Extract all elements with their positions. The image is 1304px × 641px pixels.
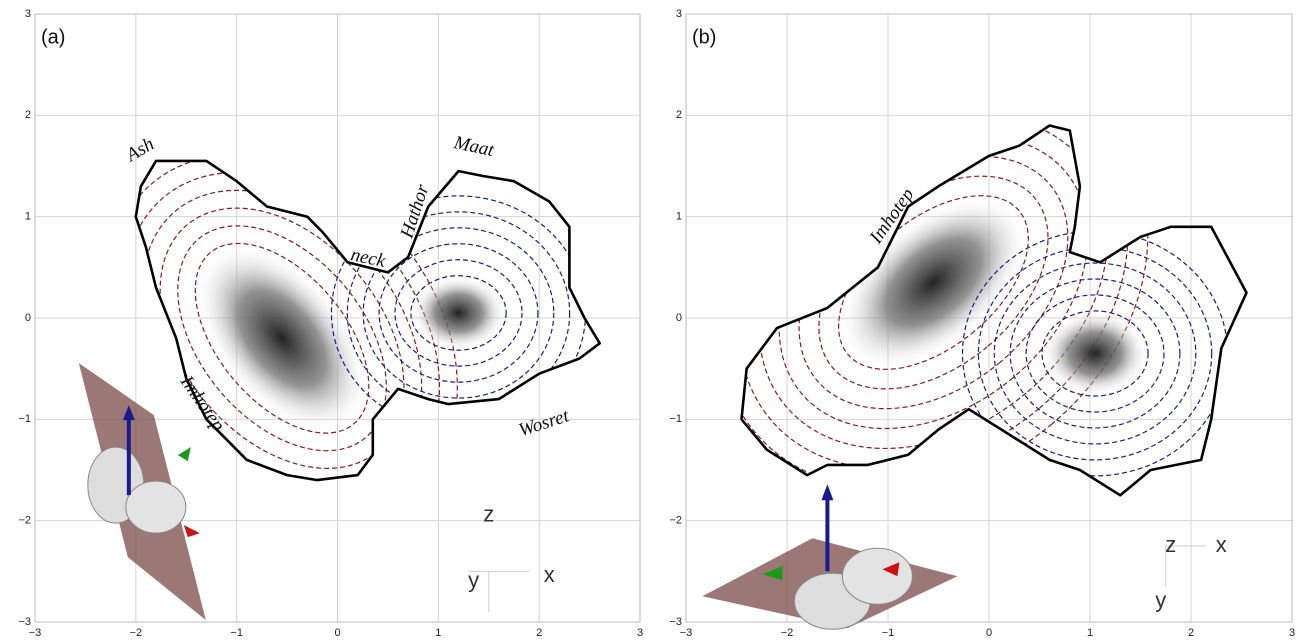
- contour-line: [798, 155, 1069, 410]
- y-tick-label: −3: [669, 616, 682, 628]
- y-tick-label: 0: [676, 312, 682, 324]
- axis-glyph-label: y: [1155, 588, 1166, 613]
- contour-line: [1025, 294, 1165, 413]
- density: [195, 243, 369, 434]
- axis-glyph-label: x: [1216, 532, 1227, 557]
- contour-line: [410, 275, 507, 351]
- x-tick-label: 0: [334, 627, 340, 639]
- arrow-y: [762, 566, 783, 581]
- inset: [702, 484, 958, 630]
- axis-glyph-label: z: [483, 501, 494, 526]
- y-tick-label: −2: [669, 515, 682, 527]
- density: [838, 195, 1029, 370]
- plot-border: [685, 13, 1293, 623]
- y-tick-label: 0: [25, 312, 31, 324]
- contour-line: [1041, 310, 1149, 397]
- contour-line: [993, 262, 1197, 445]
- contour-line: [177, 225, 387, 452]
- x-tick-label: −2: [130, 627, 143, 639]
- contour-line: [346, 211, 571, 415]
- plot-border: [34, 13, 641, 623]
- outline: [134, 159, 602, 482]
- density: [410, 275, 507, 351]
- x-tick-label: −1: [882, 627, 895, 639]
- x-tick-label: 1: [1087, 627, 1093, 639]
- y-tick-label: 2: [25, 109, 31, 121]
- arrow-x: [183, 525, 200, 538]
- y-tick-label: −1: [669, 413, 682, 425]
- contour-line: [194, 242, 370, 434]
- x-tick-label: −1: [230, 627, 243, 639]
- contour-line: [977, 246, 1213, 461]
- y-tick-label: −3: [18, 616, 31, 628]
- contour-line: [378, 243, 539, 383]
- arrow-head: [821, 484, 834, 501]
- y-tick-label: 1: [25, 211, 31, 223]
- arrow-y: [177, 447, 191, 462]
- y-tick-label: 3: [676, 8, 682, 20]
- x-tick-label: 2: [1188, 627, 1194, 639]
- y-tick-label: 2: [676, 109, 682, 121]
- x-tick-label: −2: [781, 627, 794, 639]
- y-tick-label: 3: [25, 8, 31, 20]
- x-tick-label: 3: [1289, 627, 1295, 639]
- y-tick-label: 1: [676, 211, 682, 223]
- outline: [740, 124, 1248, 497]
- y-tick-label: −1: [18, 413, 31, 425]
- x-tick-label: 3: [637, 627, 643, 639]
- arrow-x: [882, 562, 900, 577]
- axis-glyph-label: y: [468, 567, 479, 592]
- x-tick-label: −3: [29, 627, 42, 639]
- density: [1042, 310, 1149, 397]
- contour-line: [818, 175, 1049, 390]
- contour-line: [1009, 278, 1181, 429]
- x-tick-label: 2: [536, 627, 542, 639]
- arrow-head: [122, 405, 135, 421]
- y-tick-label: −2: [18, 515, 31, 527]
- axis-glyph-label: x: [544, 562, 555, 587]
- x-tick-label: 0: [986, 627, 992, 639]
- axis-glyph-label: z: [1165, 532, 1176, 557]
- x-tick-label: 1: [435, 627, 441, 639]
- contour-line: [394, 259, 523, 367]
- nucleus: [841, 547, 913, 605]
- nucleus: [125, 480, 187, 534]
- contour-line: [362, 227, 555, 399]
- panel-label: (a): [41, 26, 65, 48]
- inset: [78, 363, 206, 621]
- panel-label: (b): [692, 26, 716, 48]
- x-tick-label: −3: [680, 627, 693, 639]
